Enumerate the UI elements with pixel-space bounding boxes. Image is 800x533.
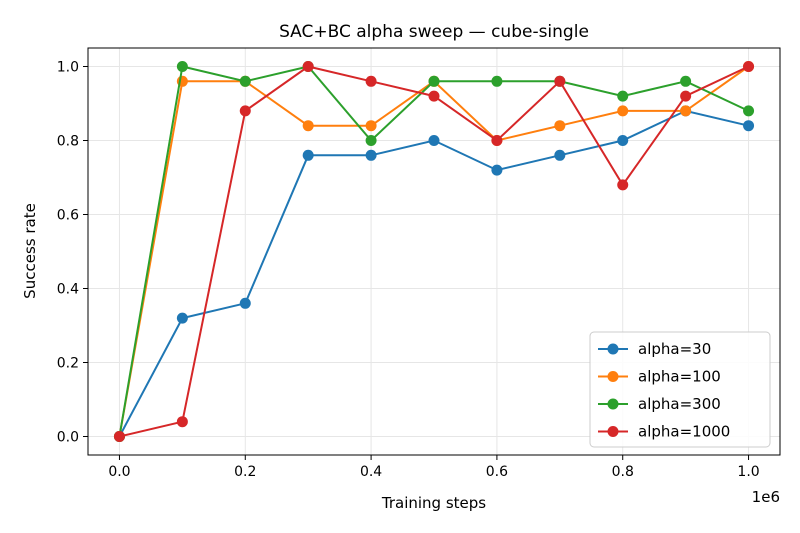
legend-label: alpha=30 [638,340,711,358]
y-tick-label: 1.0 [57,60,79,76]
data-point-alpha=100 [617,105,629,117]
data-point-alpha=1000 [491,135,503,146]
data-point-alpha=300 [680,75,692,87]
y-tick-label: 0.6 [57,208,79,224]
data-point-alpha=1000 [743,61,755,72]
data-point-alpha=1000 [365,75,377,87]
data-point-alpha=30 [554,149,566,161]
chart-title: SAC+BC alpha sweep — cube-single [279,22,589,42]
data-point-alpha=30 [176,312,188,324]
data-point-alpha=300 [743,105,755,117]
legend-marker [607,426,619,437]
data-point-alpha=300 [176,61,188,72]
data-point-alpha=300 [365,135,377,146]
x-tick-label: 0.4 [360,464,382,480]
data-point-alpha=30 [302,149,314,161]
data-point-alpha=30 [428,135,440,146]
data-point-alpha=100 [554,120,566,132]
data-point-alpha=1000 [617,179,629,191]
legend-box [589,331,771,448]
data-point-alpha=1000 [428,90,440,102]
plot-frame [87,47,781,456]
y-tick-label: 0.0 [57,430,79,446]
y-axis-label: Success rate [21,203,39,299]
data-point-alpha=30 [617,135,629,146]
data-point-alpha=300 [617,90,629,102]
y-tick-label: 0.2 [57,356,79,372]
x-tick-label: 0.2 [234,464,256,480]
x-tick-label: 0.0 [108,464,130,480]
data-point-alpha=1000 [239,105,251,117]
x-offset-label: 1e6 [752,488,780,506]
data-point-alpha=1000 [554,75,566,87]
data-point-alpha=30 [365,149,377,161]
data-point-alpha=300 [428,75,440,87]
legend-marker [607,371,619,382]
data-point-alpha=1000 [113,431,125,442]
legend-label: alpha=1000 [638,423,730,441]
x-axis-label: Training steps [381,494,486,512]
data-point-alpha=30 [743,120,755,132]
data-point-alpha=1000 [302,61,314,72]
data-point-alpha=30 [239,297,251,309]
series-layer [113,61,755,442]
data-point-alpha=1000 [680,90,692,102]
y-tick-label: 0.4 [57,282,79,298]
legend-label: alpha=300 [638,395,721,413]
data-point-alpha=100 [302,120,314,132]
legend: alpha=30 alpha=100 alpha=300 alpha=1000 [589,331,771,448]
data-point-alpha=1000 [176,416,188,428]
x-tick-label: 0.8 [612,464,634,480]
data-point-alpha=300 [491,75,503,87]
x-tick-label: 1.0 [737,464,759,480]
y-tick-label: 0.8 [57,134,79,150]
data-point-alpha=100 [680,105,692,117]
legend-label: alpha=100 [638,368,721,386]
legend-marker [607,343,619,355]
data-point-alpha=300 [239,75,251,87]
legend-marker [607,398,619,410]
data-point-alpha=100 [365,120,377,132]
x-tick-label: 0.6 [486,464,508,480]
ticks: 0.0 0.2 0.4 0.6 0.8 1.0 0.0 0.2 0.4 0.6 0.8 1.0 [57,60,760,481]
data-point-alpha=30 [491,164,503,176]
